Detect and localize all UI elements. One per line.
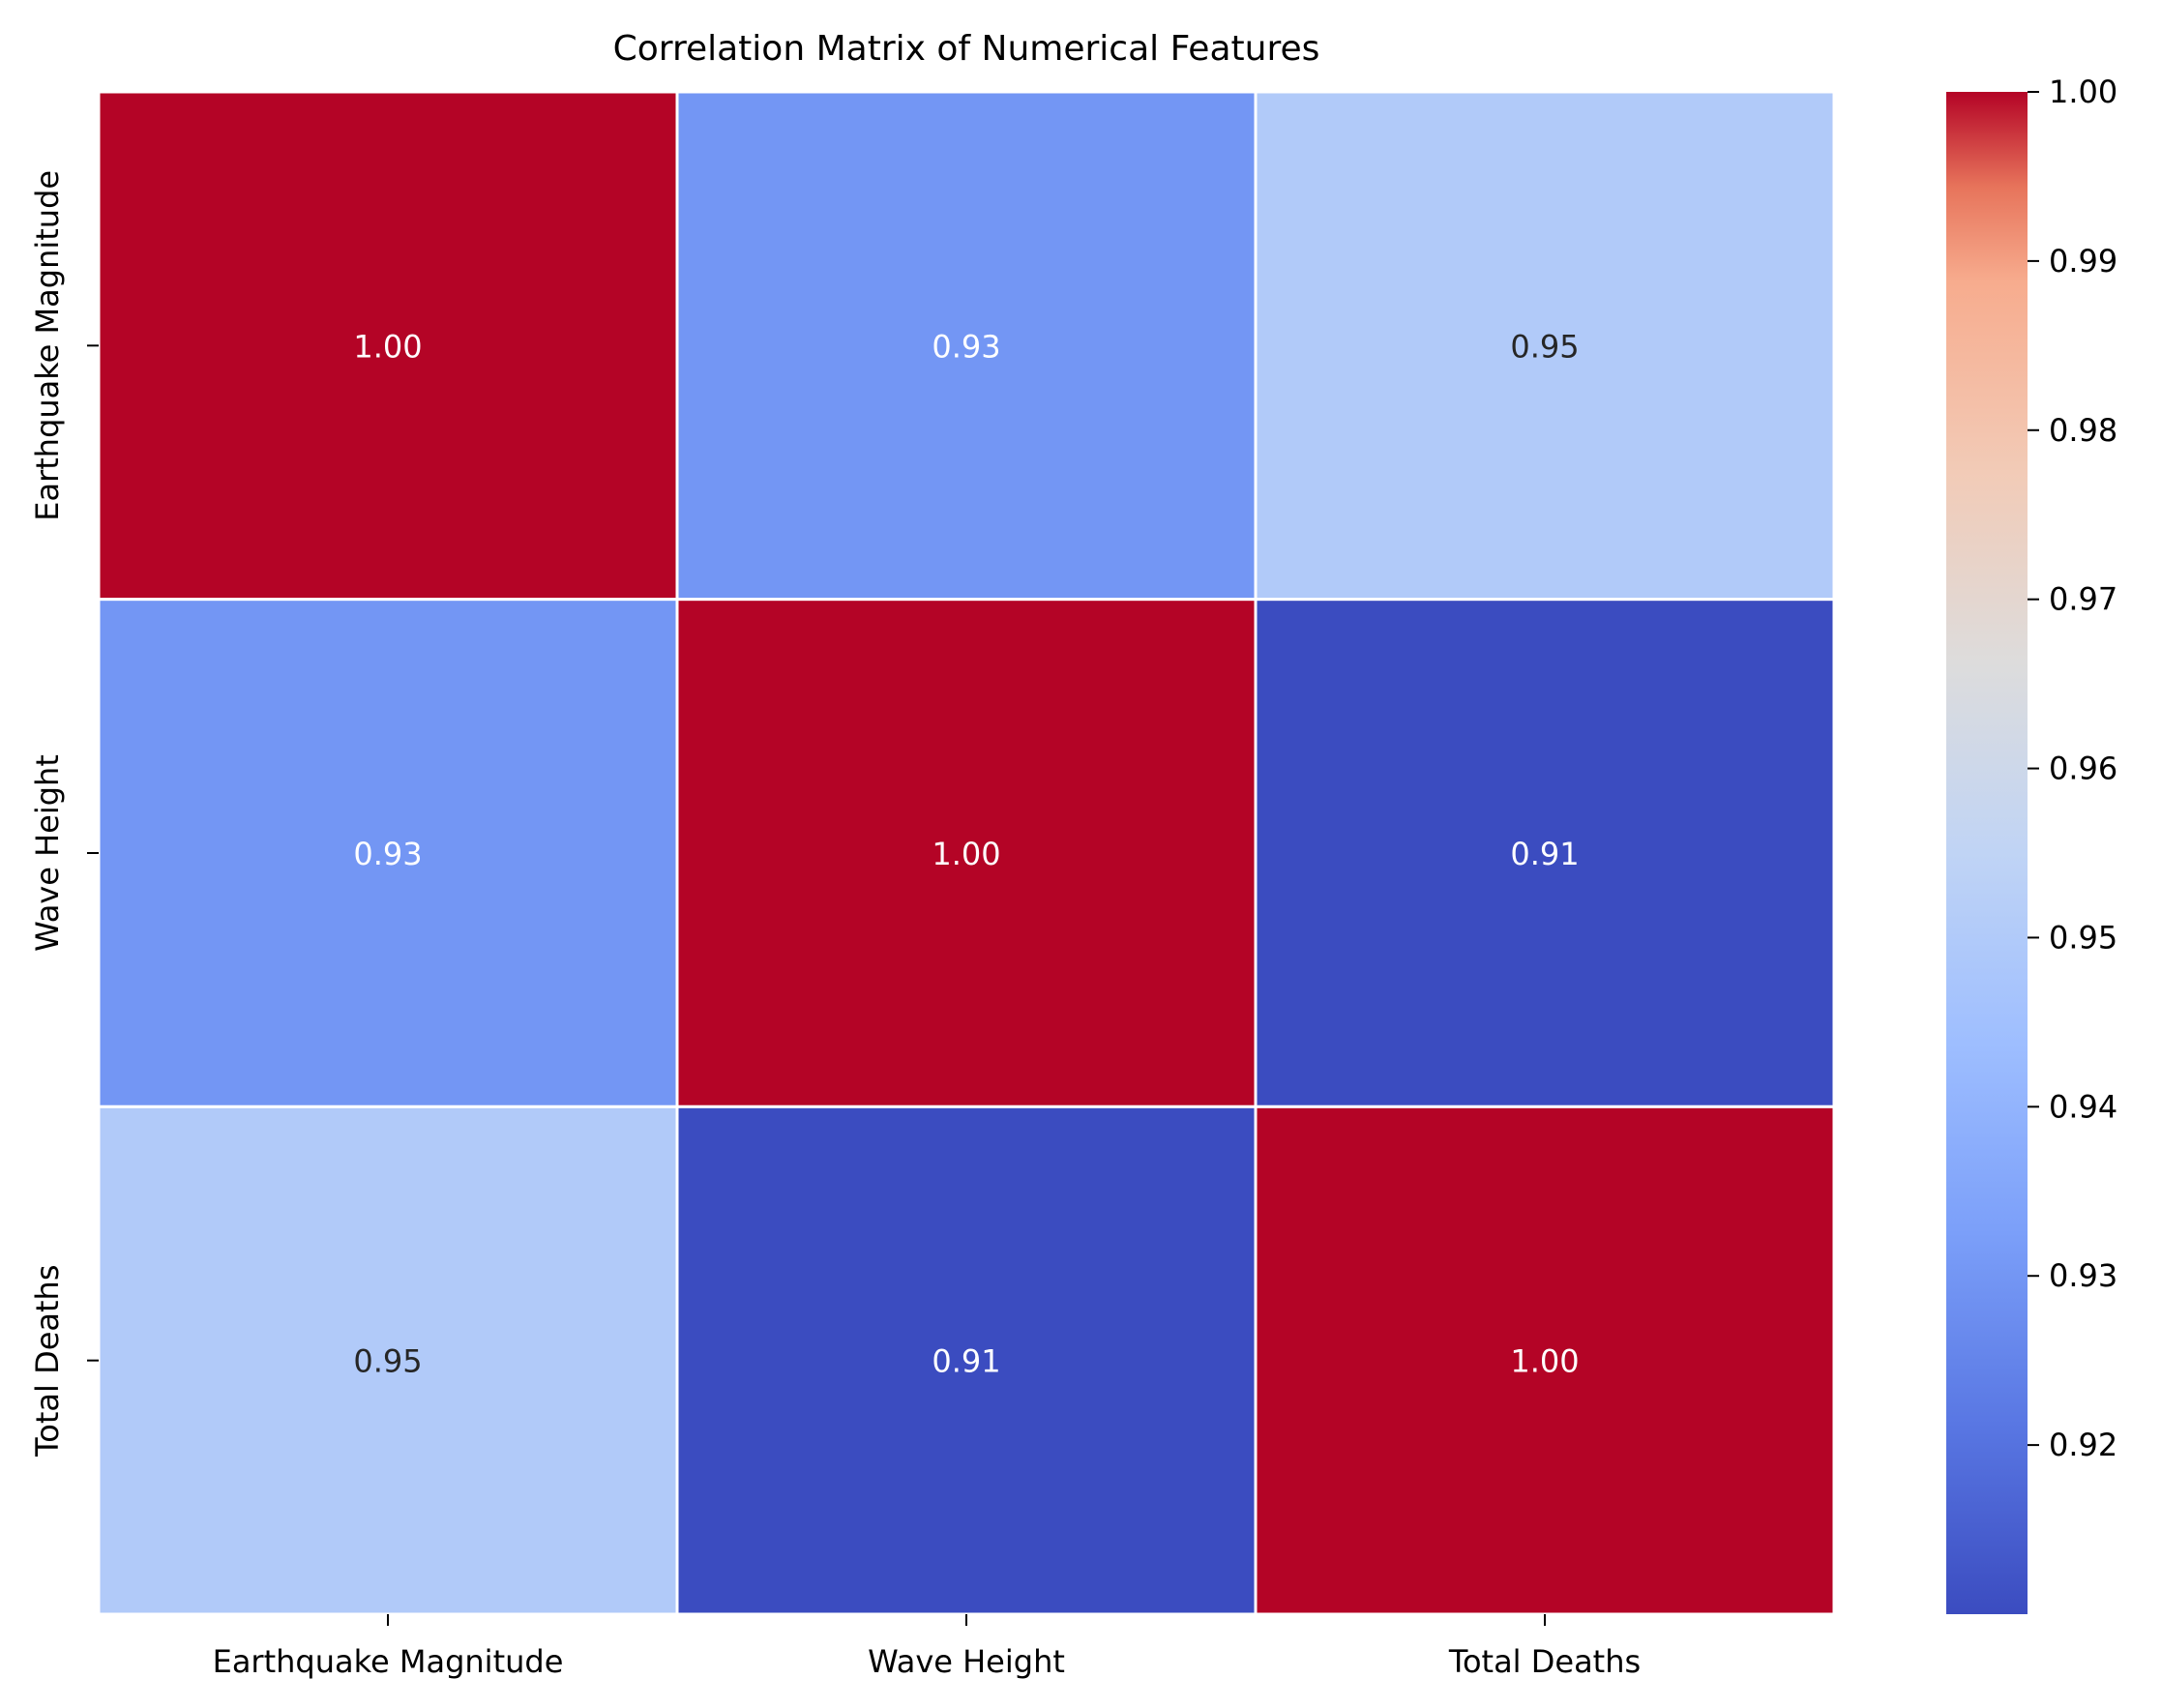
heatmap-cell — [675, 1104, 1258, 1616]
heatmap-cell — [97, 1104, 679, 1616]
heatmap-cell — [1254, 90, 1836, 602]
colorbar-tick-label: 0.96 — [2049, 751, 2117, 787]
x-axis: Earthquake Magnitude Wave Height Total Dea… — [213, 1614, 1641, 1680]
heatmap-cell — [675, 90, 1258, 602]
colorbar-tick-label: 0.95 — [2049, 919, 2117, 956]
heatmap-cell-label: 0.91 — [1510, 836, 1579, 872]
chart-title: Correlation Matrix of Numerical Features — [613, 29, 1320, 69]
heatmap-cell — [97, 598, 679, 1108]
colorbar-tick-label: 0.99 — [2049, 243, 2117, 280]
heatmap-cell-label: 1.00 — [932, 836, 1000, 872]
x-tick-label: Earthquake Magnitude — [213, 1643, 564, 1680]
x-tick-label: Wave Height — [868, 1643, 1065, 1680]
heatmap-cell-label: 0.95 — [1510, 328, 1579, 365]
heatmap-cell-label: 1.00 — [353, 328, 422, 365]
colorbar-tick-label: 0.97 — [2049, 581, 2117, 618]
heatmap-cells — [97, 90, 1836, 1616]
heatmap-cell — [675, 598, 1258, 1108]
y-tick-label: Total Deaths — [29, 1264, 66, 1457]
colorbar-tick-label: 0.94 — [2049, 1088, 2117, 1125]
colorbar-gradient — [1946, 92, 2028, 1614]
heatmap-cell-label: 0.93 — [932, 328, 1000, 365]
y-tick-label: Earthquake Magnitude — [29, 170, 66, 521]
x-tick-label: Total Deaths — [1448, 1643, 1641, 1680]
colorbar-tick-label: 0.92 — [2049, 1427, 2117, 1463]
heatmap-cell-label: 0.95 — [353, 1343, 422, 1380]
y-axis: Earthquake Magnitude Wave Height Total Dea… — [29, 170, 99, 1458]
colorbar: 0.92 0.93 0.94 0.95 0.96 0.97 0.98 0.99 1.00 — [1946, 74, 2117, 1614]
heatmap-cell-label: 1.00 — [1510, 1343, 1579, 1380]
colorbar-tick-label: 0.98 — [2049, 412, 2117, 449]
heatmap-cell-label: 0.91 — [932, 1343, 1000, 1380]
heatmap-cell-labels: 1.00 0.93 0.95 0.93 1.00 0.91 0.95 0.91 1.00 — [353, 328, 1579, 1379]
heatmap-cell — [1254, 598, 1836, 1108]
heatmap-cell — [97, 90, 679, 602]
colorbar-tick-label: 1.00 — [2049, 74, 2117, 110]
y-tick-label: Wave Height — [29, 754, 66, 952]
colorbar-tick-label: 0.93 — [2049, 1257, 2117, 1294]
heatmap-cell-label: 0.93 — [353, 836, 422, 872]
